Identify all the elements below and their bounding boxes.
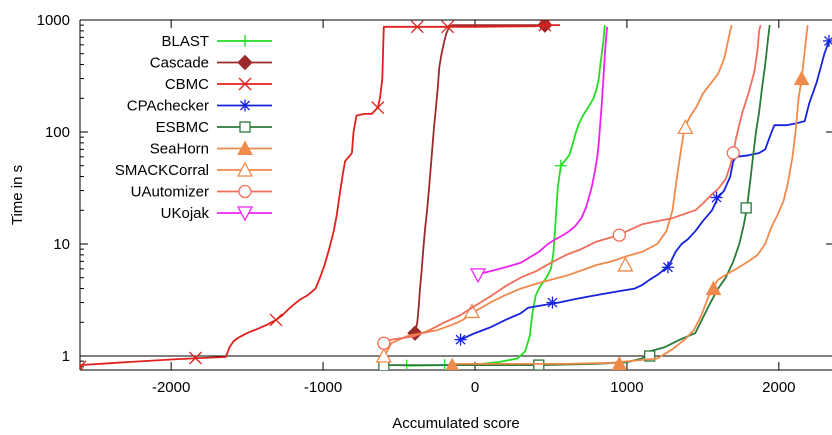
series-line-blast	[406, 24, 606, 367]
marker-square	[740, 202, 752, 214]
legend-item-cpachecker: CPAchecker	[127, 98, 272, 115]
legend-item-cbmc: CBMC	[165, 76, 272, 93]
series-line-uautomizer	[383, 24, 762, 345]
marker-triangle-down	[236, 206, 254, 222]
legend-item-cascade: Cascade	[150, 55, 272, 72]
legend-label: UKojak	[161, 205, 210, 222]
marker-triangle-up	[611, 355, 627, 370]
marker-star	[710, 191, 723, 204]
marker-x	[188, 351, 202, 365]
y-axis: 1 10 100 1000	[37, 12, 832, 368]
series-cascade	[407, 20, 553, 341]
legend-item-blast: BLAST	[161, 33, 272, 50]
legend-label: CBMC	[165, 76, 209, 93]
marker-x	[538, 20, 552, 32]
marker-triangle-up-open	[677, 118, 694, 135]
marker-star	[454, 333, 467, 346]
legend-label: SMACKCorral	[115, 162, 209, 179]
marker-x	[269, 313, 283, 327]
marker-star	[546, 296, 559, 309]
series-line-smackcorral	[383, 24, 733, 358]
marker-circle	[612, 228, 626, 242]
y-tick-label: 100	[45, 124, 70, 141]
x-tick-label: -1000	[304, 379, 342, 396]
marker-x	[441, 20, 455, 34]
y-tick-label: 10	[53, 236, 70, 253]
y-tick-label: 1000	[37, 12, 70, 29]
legend-label: BLAST	[161, 33, 209, 50]
marker-square	[239, 121, 251, 133]
marker-diamond	[237, 54, 253, 71]
legend-label: CPAchecker	[127, 98, 209, 115]
legend-label: UAutomizer	[131, 184, 209, 201]
series-uautomizer	[377, 24, 762, 350]
x-axis: -2000 -1000 0 1000 2000	[152, 20, 796, 396]
marker-plus	[554, 159, 567, 172]
marker-circle	[238, 184, 252, 199]
series-layer	[80, 20, 832, 370]
marker-triangle-up	[793, 70, 810, 86]
marker-x	[410, 20, 424, 34]
marker-star	[239, 99, 251, 112]
series-blast	[400, 24, 606, 370]
marker-circle	[377, 336, 391, 350]
marker-square	[533, 359, 545, 370]
marker-plus	[239, 35, 251, 47]
legend-item-esbmc: ESBMC	[156, 119, 272, 136]
marker-triangle-up	[705, 280, 722, 296]
marker-triangle-up-open	[375, 347, 392, 363]
legend-item-seahorn: SeaHorn	[150, 140, 272, 158]
legend-item-smackcorral: SMACKCorral	[115, 161, 272, 179]
x-tick-label: 2000	[762, 379, 795, 396]
legend-label: ESBMC	[156, 119, 210, 136]
series-line-cbmc	[80, 24, 561, 366]
x-axis-label: Accumulated score	[392, 415, 520, 432]
series-seahorn	[445, 24, 810, 370]
marker-star	[661, 261, 674, 274]
marker-x	[238, 77, 252, 91]
legend: BLAST Cascade CBMC CPAchecker ESBMC SeaHorn SM…	[115, 33, 272, 222]
marker-diamond	[537, 20, 553, 33]
series-esbmc	[378, 24, 771, 370]
series-smackcorral	[375, 24, 733, 363]
x-tick-label: 0	[471, 379, 479, 396]
series-cpachecker	[454, 34, 832, 346]
marker-triangle-up-open	[617, 256, 634, 272]
x-tick-label: 1000	[610, 379, 643, 396]
marker-triangle-up-open	[236, 161, 254, 177]
series-line-cascade	[414, 24, 545, 334]
y-axis-label: Time in s	[9, 165, 26, 225]
marker-triangle-up	[445, 357, 459, 370]
series-ukojak	[469, 26, 609, 284]
marker-triangle-up	[237, 140, 253, 155]
marker-x	[371, 101, 385, 115]
x-tick-label: -2000	[152, 379, 190, 396]
legend-item-uautomizer: UAutomizer	[131, 184, 272, 201]
marker-triangle-down	[469, 268, 487, 284]
series-line-seahorn	[452, 24, 809, 365]
series-cbmc	[80, 20, 561, 370]
marker-x	[80, 360, 87, 370]
legend-label: SeaHorn	[150, 141, 209, 158]
legend-item-ukojak: UKojak	[161, 205, 272, 222]
series-line-cpachecker	[460, 40, 830, 341]
marker-square	[644, 350, 656, 362]
y-tick-label: 1	[62, 348, 70, 365]
legend-label: Cascade	[150, 55, 209, 72]
series-line-ukojak	[474, 26, 609, 276]
marker-circle	[726, 146, 740, 160]
